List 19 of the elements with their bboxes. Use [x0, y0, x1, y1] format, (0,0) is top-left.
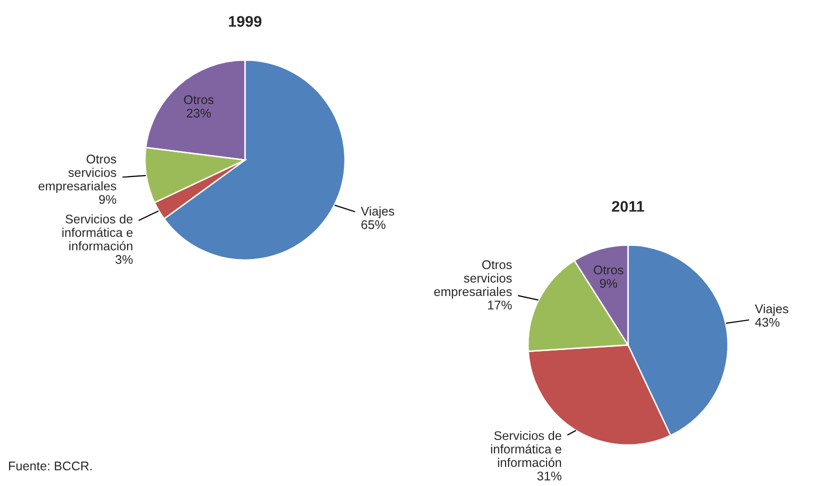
slice-label: Servicios de informática e información	[62, 214, 133, 250]
slice-label: Viajes	[754, 304, 788, 316]
data-label: 23%	[186, 108, 211, 118]
chart-title: 1999	[228, 16, 262, 27]
slice-label: Servicios de informática e información	[491, 430, 562, 467]
data-label: 9%	[99, 195, 116, 204]
slice-label: Otros	[184, 95, 214, 104]
slice-label: Otros servicios empresariales	[38, 154, 116, 193]
slice-label: Viajes	[360, 206, 394, 218]
data-label: 43%	[755, 318, 780, 327]
data-label: 9%	[600, 279, 618, 288]
chart-title: 2011	[612, 201, 644, 212]
slice-label: Otros	[594, 266, 624, 274]
data-label: 65%	[361, 220, 386, 230]
data-label: 31%	[537, 472, 562, 480]
data-label: 3%	[116, 255, 133, 264]
data-label: 17%	[488, 300, 512, 310]
slice-label: Otros servicios empresariales	[434, 260, 512, 299]
source-note: Fuente: BCCR.	[9, 462, 92, 470]
